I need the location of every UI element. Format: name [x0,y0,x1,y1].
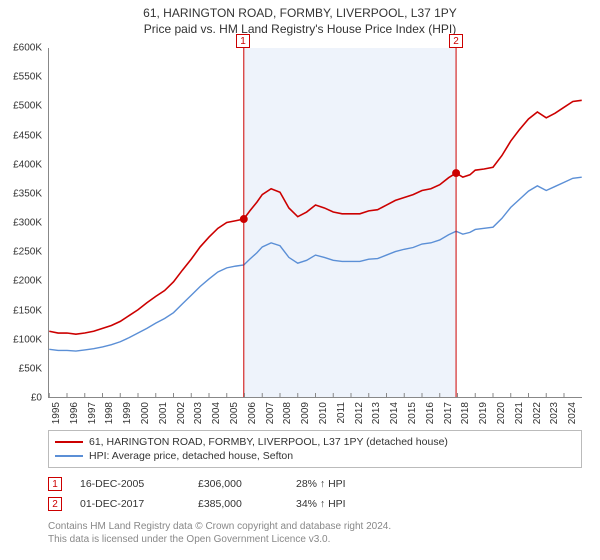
sale-diff: 28% ↑ HPI [296,478,386,490]
y-axis-tick: £0 [31,393,42,404]
y-axis-tick: £300K [13,218,42,229]
x-axis-tick: 1996 [69,402,80,424]
x-axis-tick: 2012 [354,402,365,424]
y-axis-tick: £50K [19,363,42,374]
x-axis-tick: 2000 [140,402,151,424]
x-axis-tick: 2007 [265,402,276,424]
x-axis-tick: 2017 [443,402,454,424]
x-axis-tick: 2002 [176,402,187,424]
sale-price: £306,000 [198,478,278,490]
y-axis-tick: £250K [13,247,42,258]
sale-marker-icon: 1 [48,477,62,491]
x-axis-tick: 1995 [51,402,62,424]
x-axis-tick: 2021 [514,402,525,424]
x-axis-tick: 2005 [229,402,240,424]
title-line2: Price paid vs. HM Land Registry's House … [0,22,600,36]
y-axis-tick: £350K [13,188,42,199]
sales-table: 1 16-DEC-2005 £306,000 28% ↑ HPI 2 01-DE… [48,474,582,514]
x-axis-tick: 1997 [87,402,98,424]
y-axis-tick: £400K [13,159,42,170]
attribution-footer: Contains HM Land Registry data © Crown c… [48,520,582,546]
legend-item: HPI: Average price, detached house, Seft… [55,449,575,463]
x-axis-tick: 2024 [567,402,578,424]
legend-label: HPI: Average price, detached house, Seft… [89,450,293,462]
footer-line: This data is licensed under the Open Gov… [48,533,582,546]
sale-marker-icon: 2 [48,497,62,511]
y-axis-tick: £600K [13,43,42,54]
y-axis-tick: £550K [13,72,42,83]
table-row: 2 01-DEC-2017 £385,000 34% ↑ HPI [48,494,582,514]
y-axis-tick: £100K [13,334,42,345]
line-chart [48,48,582,398]
footer-line: Contains HM Land Registry data © Crown c… [48,520,582,533]
x-axis-tick: 2009 [300,402,311,424]
x-axis-tick: 2016 [425,402,436,424]
x-axis-tick: 2003 [193,402,204,424]
x-axis-tick: 2014 [389,402,400,424]
chart-marker-icon: 2 [449,34,463,48]
legend-swatch [55,455,83,457]
sale-diff: 34% ↑ HPI [296,498,386,510]
x-axis-tick: 1999 [122,402,133,424]
x-axis-tick: 2015 [407,402,418,424]
x-axis-tick: 2020 [496,402,507,424]
y-axis-tick: £450K [13,130,42,141]
x-axis-tick: 1998 [104,402,115,424]
x-axis-tick: 2011 [336,402,347,424]
x-axis-tick: 2013 [371,402,382,424]
sale-price: £385,000 [198,498,278,510]
chart-marker-icon: 1 [236,34,250,48]
legend-swatch [55,441,83,443]
chart-title-block: 61, HARINGTON ROAD, FORMBY, LIVERPOOL, L… [0,0,600,36]
x-axis-tick: 2010 [318,402,329,424]
sale-date: 16-DEC-2005 [80,478,180,490]
table-row: 1 16-DEC-2005 £306,000 28% ↑ HPI [48,474,582,494]
x-axis-tick: 2006 [247,402,258,424]
y-axis-tick: £200K [13,276,42,287]
x-axis-tick: 2001 [158,402,169,424]
y-axis-tick: £500K [13,101,42,112]
x-axis-tick: 2018 [460,402,471,424]
x-axis-tick: 2004 [211,402,222,424]
legend-label: 61, HARINGTON ROAD, FORMBY, LIVERPOOL, L… [89,436,448,448]
x-axis-tick: 2019 [478,402,489,424]
chart-area: 12£0£50K£100K£150K£200K£250K£300K£350K£4… [48,48,582,398]
sale-date: 01-DEC-2017 [80,498,180,510]
title-line1: 61, HARINGTON ROAD, FORMBY, LIVERPOOL, L… [0,6,600,20]
x-axis-tick: 2022 [532,402,543,424]
y-axis-tick: £150K [13,305,42,316]
x-axis-tick: 2008 [282,402,293,424]
legend: 61, HARINGTON ROAD, FORMBY, LIVERPOOL, L… [48,430,582,468]
x-axis-tick: 2023 [549,402,560,424]
legend-item: 61, HARINGTON ROAD, FORMBY, LIVERPOOL, L… [55,435,575,449]
